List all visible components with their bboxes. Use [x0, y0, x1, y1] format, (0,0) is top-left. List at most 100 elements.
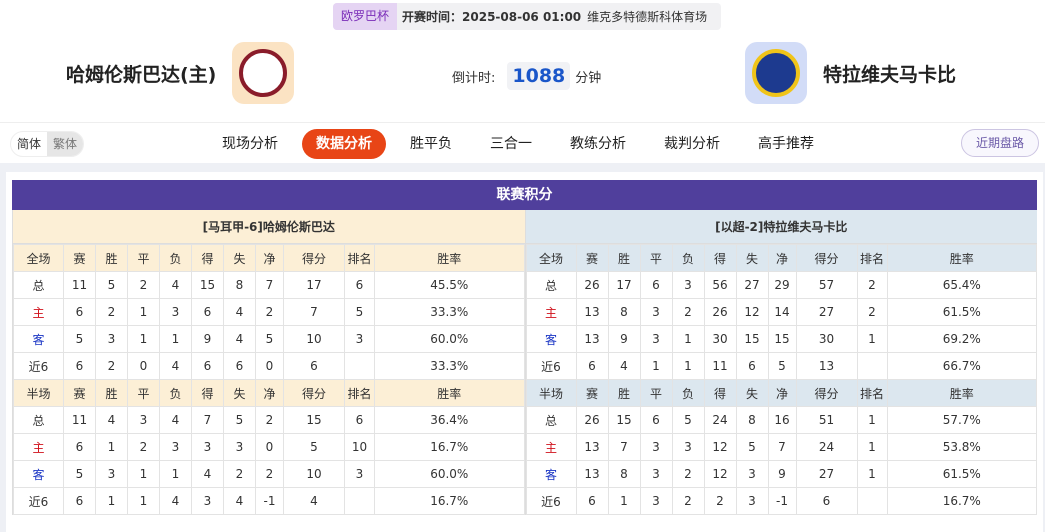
table-cell: 5 — [735, 433, 769, 461]
match-header: 欧罗巴杯 开赛时间：2025-08-06 01:00 维克多特德斯科体育场 哈姆… — [0, 0, 1045, 122]
home-team[interactable]: 哈姆伦斯巴达(主) — [66, 42, 295, 104]
table-cell: 6 — [63, 352, 96, 380]
row-label: 主 — [525, 433, 577, 461]
table-cell: 3 — [127, 406, 160, 434]
tab-3[interactable]: 三合一 — [490, 136, 532, 152]
table-cell: 57 — [795, 271, 858, 299]
table-row: 客 5 3 1 1 4 2 2 10 3 60.0% — [13, 460, 525, 488]
table-cell: 6 — [191, 298, 224, 326]
table-cell: 51 — [795, 406, 858, 434]
table-cell: 7 — [607, 433, 641, 461]
table-cell: 6 — [795, 487, 858, 515]
table-cell: 30 — [703, 325, 737, 353]
table-cell: 3 — [344, 325, 375, 353]
table-cell: 60.0% — [374, 460, 525, 488]
column-header: 负 — [671, 379, 705, 407]
tab-2[interactable]: 胜平负 — [410, 136, 452, 152]
column-header: 胜率 — [886, 244, 1037, 272]
table-cell: 0 — [255, 352, 284, 380]
table-cell: 6 — [575, 487, 609, 515]
column-header: 失 — [223, 379, 256, 407]
table-cell: 26 — [703, 298, 737, 326]
column-header: 失 — [735, 244, 769, 272]
table-cell — [856, 487, 888, 515]
table-cell: 7 — [191, 406, 224, 434]
half-header-row: 半场赛胜平负得失净得分 排名 胜率 — [525, 379, 1037, 407]
table-cell: 12 — [703, 433, 737, 461]
table-cell: 27 — [735, 271, 769, 299]
table-cell: 24 — [795, 433, 858, 461]
table-cell: 1 — [607, 487, 641, 515]
table-row: 主 13 8 3 2 26 12 14 27 2 61.5% — [525, 298, 1037, 326]
table-cell: 1 — [856, 433, 888, 461]
table-cell: 24 — [703, 406, 737, 434]
table-cell: 6 — [344, 271, 375, 299]
table-cell: 2 — [671, 460, 705, 488]
table-row: 近6 6 1 3 2 2 3 -1 6 16.7% — [525, 487, 1037, 515]
table-cell: 0 — [127, 352, 160, 380]
competition-badge[interactable]: 欧罗巴杯 — [333, 3, 398, 30]
table-cell: 33.3% — [374, 298, 525, 326]
table-cell: 5 — [255, 325, 284, 353]
table-cell: 3 — [191, 433, 224, 461]
column-header: 赛 — [575, 379, 609, 407]
table-cell: 4 — [159, 352, 192, 380]
tab-0[interactable]: 现场分析 — [222, 136, 278, 152]
half-header-row: 半场赛胜平负得失净得分 排名 胜率 — [13, 379, 525, 407]
table-cell: -1 — [767, 487, 797, 515]
table-cell: 6 — [735, 352, 769, 380]
tab-6[interactable]: 高手推荐 — [758, 136, 814, 152]
tab-4[interactable]: 教练分析 — [570, 136, 626, 152]
table-cell: 4 — [159, 487, 192, 515]
table-cell: 3 — [671, 433, 705, 461]
table-cell: 9 — [191, 325, 224, 353]
table-cell: 3 — [639, 325, 673, 353]
table-cell: 53.8% — [886, 433, 1037, 461]
table-cell: 7 — [255, 271, 284, 299]
language-toggle[interactable]: 简体 繁体 — [10, 131, 85, 157]
away-team[interactable]: 特拉维夫马卡比 — [745, 42, 956, 104]
column-header: 负 — [671, 244, 705, 272]
table-row: 总 11 5 2 4 15 8 7 17 6 45.5% — [13, 271, 525, 299]
venue: 维克多特德斯科体育场 — [587, 10, 708, 24]
table-cell: 1 — [127, 298, 160, 326]
recent-odds-button[interactable]: 近期盘路 — [960, 129, 1039, 157]
table-cell: 1 — [127, 460, 160, 488]
table-cell: 3 — [95, 460, 128, 488]
row-label: 总 — [525, 271, 577, 299]
table-cell: 4 — [159, 271, 192, 299]
table-cell: 3 — [671, 271, 705, 299]
column-header: 得 — [191, 379, 224, 407]
lang-simplified[interactable]: 简体 — [17, 137, 42, 151]
column-header: 半场 — [13, 379, 64, 407]
column-header: 平 — [639, 244, 673, 272]
table-cell: 6 — [639, 271, 673, 299]
column-header: 得分 — [795, 379, 858, 407]
lang-traditional[interactable]: 繁体 — [47, 132, 84, 156]
table-cell: 6 — [639, 406, 673, 434]
column-header: 得分 — [283, 379, 345, 407]
tab-5[interactable]: 裁判分析 — [664, 136, 720, 152]
table-row: 总 26 17 6 3 56 27 29 57 2 65.4% — [525, 271, 1037, 299]
table-cell: 3 — [223, 433, 256, 461]
column-header: 得分 — [283, 244, 345, 272]
column-header: 平 — [127, 379, 160, 407]
table-cell: 1 — [856, 325, 888, 353]
table-cell: 1 — [159, 325, 192, 353]
column-header: 胜率 — [374, 379, 525, 407]
table-cell: 8 — [223, 271, 256, 299]
table-cell: 15 — [283, 406, 345, 434]
row-label: 主 — [13, 433, 64, 461]
table-cell: 2 — [255, 406, 284, 434]
table-cell: 13 — [575, 325, 609, 353]
table-cell: 1 — [95, 433, 128, 461]
tab-1[interactable]: 数据分析 — [302, 129, 386, 159]
table-row: 总 11 4 3 4 7 5 2 15 6 36.4% — [13, 406, 525, 434]
row-label: 主 — [525, 298, 577, 326]
column-header: 赛 — [63, 379, 96, 407]
column-header: 排名 — [344, 379, 375, 407]
table-cell: 3 — [735, 487, 769, 515]
table-cell: 2 — [95, 298, 128, 326]
tabs: 现场分析 数据分析 胜平负 三合一 教练分析 裁判分析 高手推荐 — [208, 129, 838, 159]
table-cell: 2 — [856, 271, 888, 299]
